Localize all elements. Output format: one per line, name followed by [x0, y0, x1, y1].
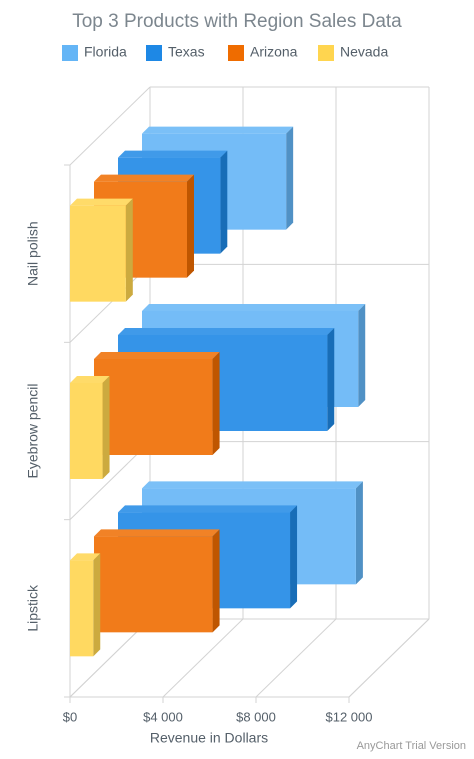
bar-top: [94, 352, 220, 359]
bar-side: [290, 505, 298, 609]
bar-side: [286, 126, 294, 230]
bar-side: [220, 150, 228, 254]
bar-top: [94, 529, 220, 537]
grid-line: [348, 618, 430, 698]
bar-side: [187, 174, 194, 278]
bar-top: [70, 553, 101, 561]
bar: [70, 383, 103, 479]
bar: [70, 205, 126, 302]
legend-swatch: [228, 45, 244, 61]
bar-top: [70, 376, 110, 383]
wall-edge: [69, 86, 151, 166]
bar-top: [94, 174, 194, 182]
bar-side: [93, 553, 101, 657]
bar-side: [355, 481, 363, 585]
y-tick-label: Nail polish: [25, 221, 41, 286]
bar: [94, 359, 213, 455]
x-tick-label: $4 000: [143, 709, 183, 724]
bar-top: [142, 126, 294, 134]
x-axis-label: Revenue in Dollars: [150, 730, 268, 746]
grid-line: [255, 618, 337, 698]
bar-top: [70, 198, 133, 206]
legend-swatch: [62, 45, 78, 61]
legend-label: Florida: [84, 44, 127, 60]
x-tick-label: $8 000: [236, 709, 276, 724]
bar-side: [125, 198, 133, 302]
bar-top: [118, 150, 228, 158]
bar-top: [142, 304, 366, 311]
y-tick-label: Lipstick: [25, 584, 41, 632]
bar: [70, 560, 94, 657]
y-tick-label: Eyebrow pencil: [25, 384, 41, 479]
legend-swatch: [318, 45, 334, 61]
legend-swatch: [146, 45, 162, 61]
grid-line: [162, 618, 244, 698]
bar-side: [327, 328, 335, 431]
watermark: AnyChart Trial Version: [357, 740, 466, 752]
bar-top: [142, 481, 363, 489]
bar-top: [118, 505, 298, 513]
x-tick-label: $12 000: [326, 709, 373, 724]
bar-side: [102, 376, 110, 479]
bar-top: [118, 328, 335, 335]
legend-label: Texas: [168, 44, 205, 60]
legend-label: Nevada: [340, 44, 388, 60]
legend-label: Arizona: [250, 44, 298, 60]
x-tick-label: $0: [63, 709, 77, 724]
bar-side: [212, 352, 220, 455]
chart-title: Top 3 Products with Region Sales Data: [72, 11, 402, 32]
bar-side: [358, 304, 366, 407]
bar-side: [212, 529, 220, 633]
bar: [94, 536, 213, 633]
